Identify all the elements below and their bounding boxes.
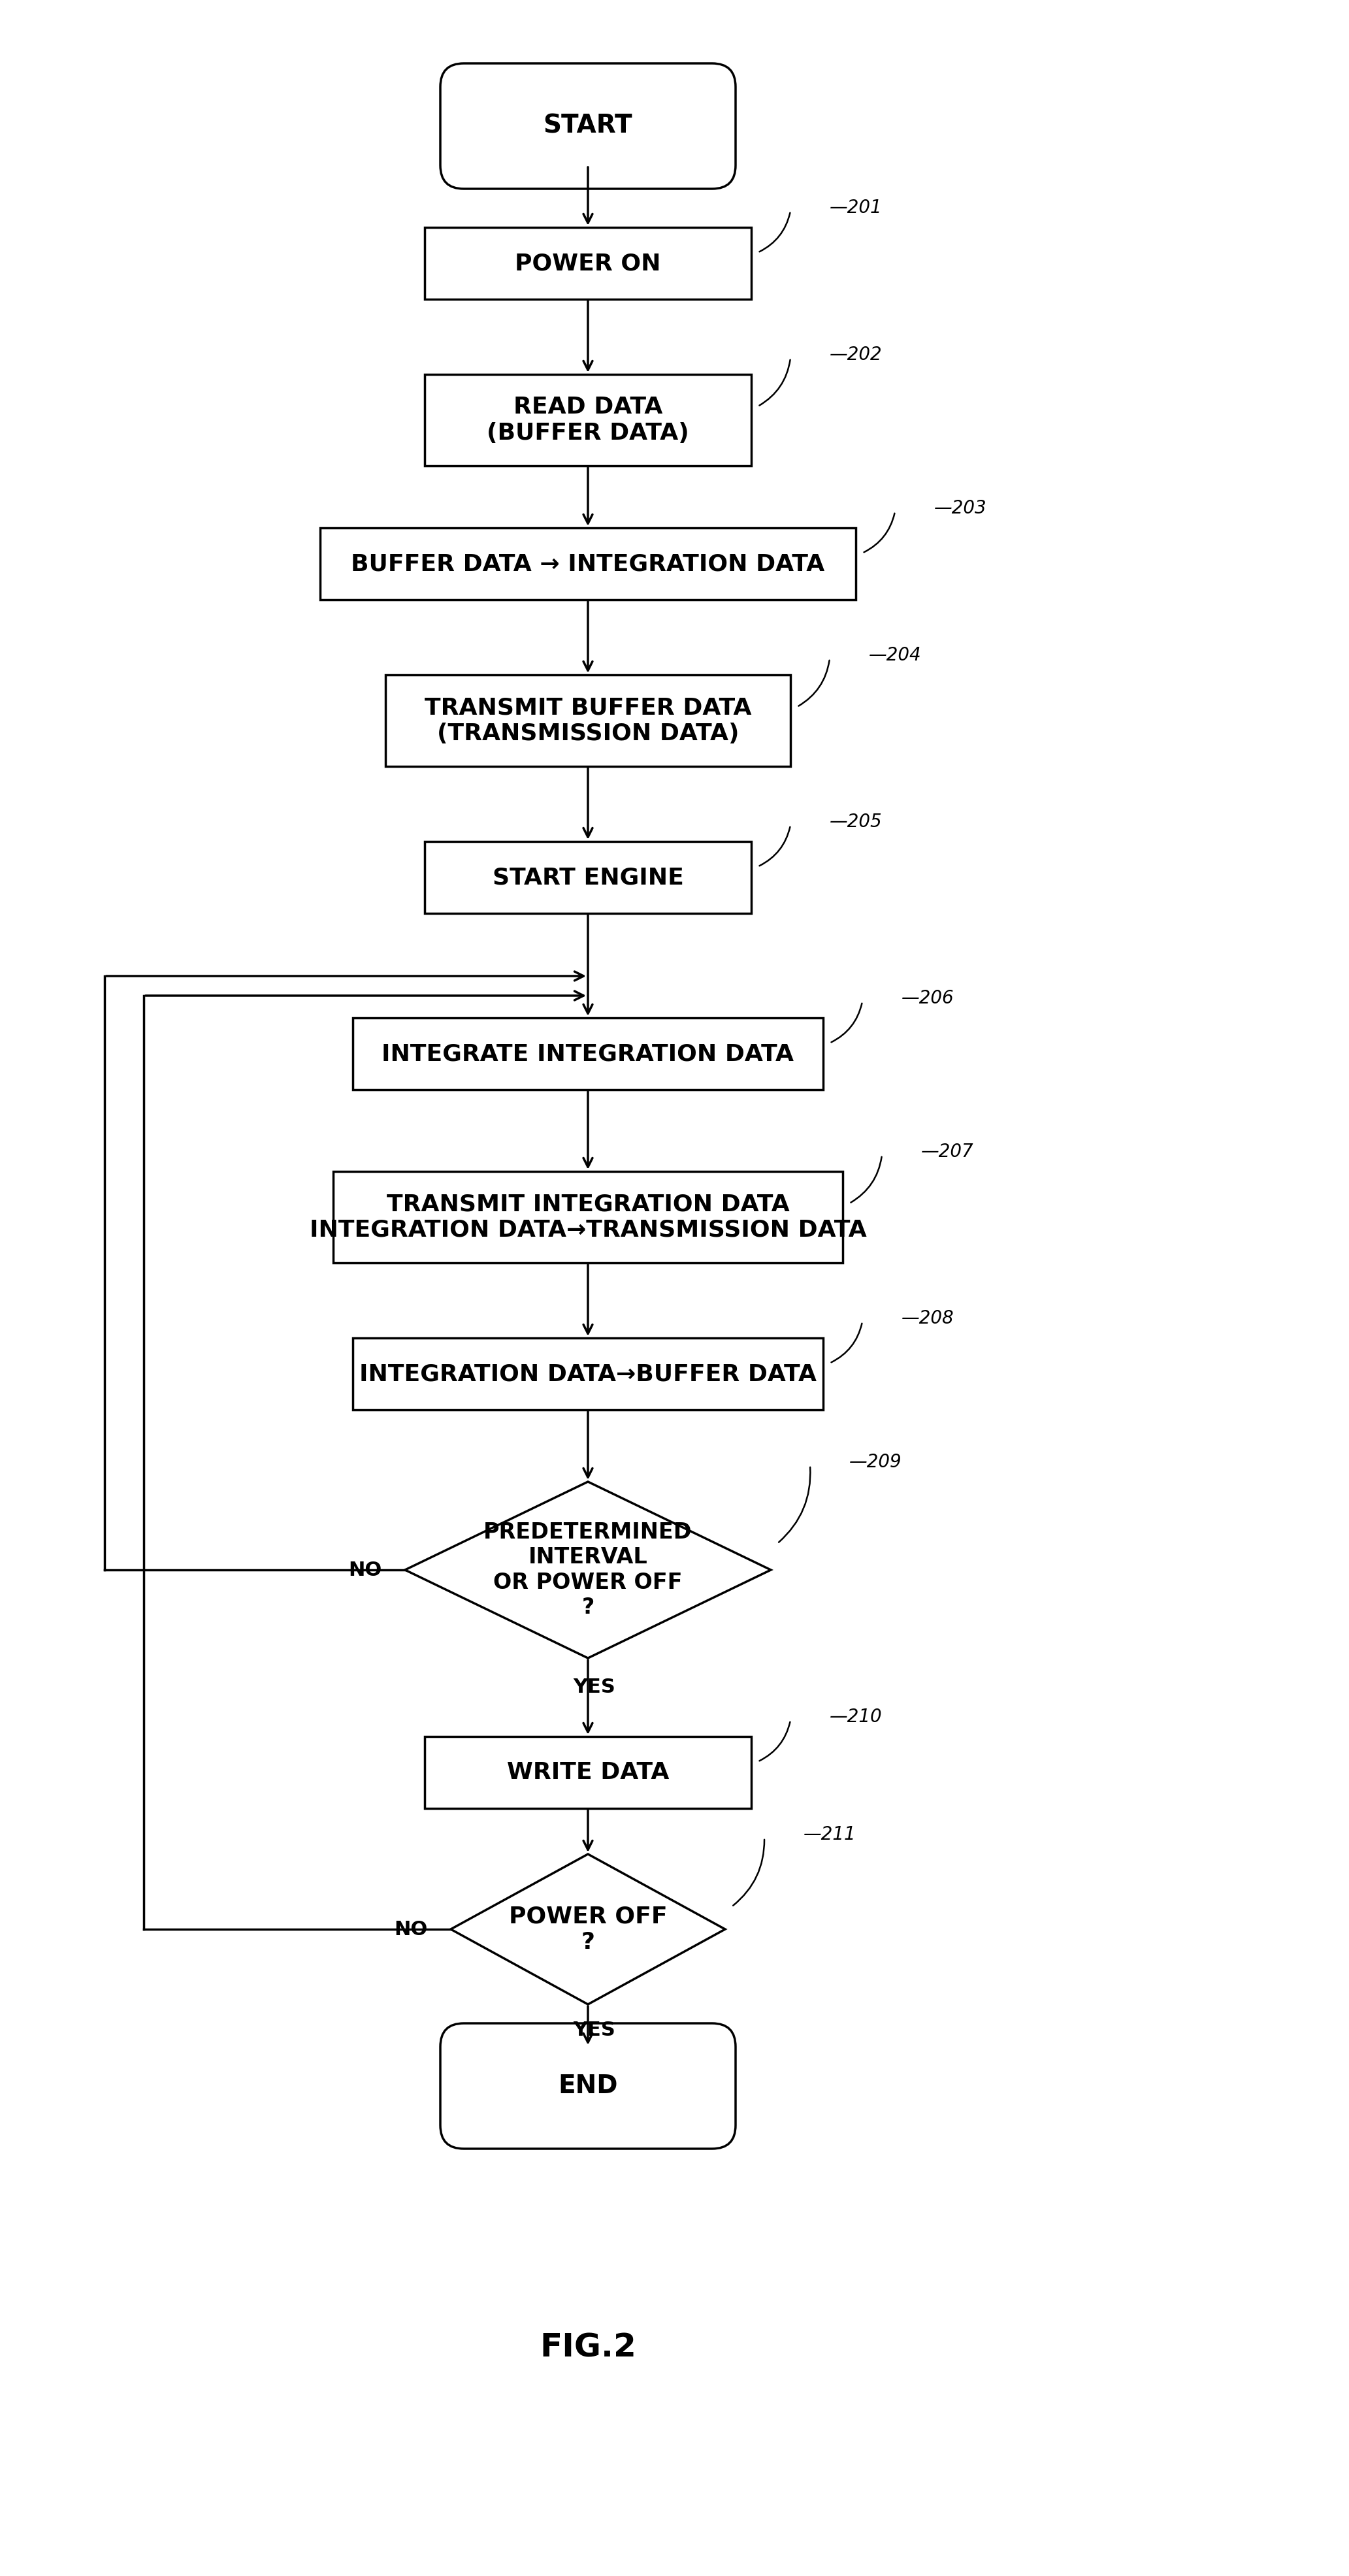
Text: —205: —205 [830,811,882,832]
Text: —210: —210 [830,1708,882,1726]
Text: —203: —203 [934,500,987,518]
Text: BUFFER DATA → INTEGRATION DATA: BUFFER DATA → INTEGRATION DATA [351,554,824,574]
Text: —207: —207 [921,1144,974,1162]
Text: —211: —211 [804,1826,857,1844]
Text: —209: —209 [850,1453,902,1471]
Bar [320,528,855,600]
Bar [425,842,751,914]
Text: TRANSMIT BUFFER DATA
(TRANSMISSION DATA): TRANSMIT BUFFER DATA (TRANSMISSION DATA) [425,696,751,744]
Text: POWER OFF
?: POWER OFF ? [509,1906,668,1953]
Bar [425,1736,751,1808]
Text: WRITE DATA: WRITE DATA [507,1762,669,1783]
Bar [425,227,751,299]
Text: —202: —202 [830,345,882,363]
Text: YES: YES [573,1677,615,1698]
Text: INTEGRATE INTEGRATION DATA: INTEGRATE INTEGRATION DATA [382,1043,795,1064]
Text: YES: YES [573,2020,615,2040]
Text: FIG.2: FIG.2 [540,2331,637,2362]
Text: NO: NO [394,1919,428,1940]
Text: —204: —204 [869,647,921,665]
Bar [333,1172,843,1262]
Text: START ENGINE: START ENGINE [492,866,684,889]
Text: END: END [558,2074,618,2099]
Text: START: START [544,113,633,139]
FancyBboxPatch shape [440,64,735,188]
Bar [353,1018,823,1090]
Text: POWER ON: POWER ON [515,252,661,276]
Text: —206: —206 [901,989,954,1007]
Bar [353,1337,823,1409]
Bar [425,374,751,466]
Text: INTEGRATION DATA→BUFFER DATA: INTEGRATION DATA→BUFFER DATA [359,1363,816,1386]
Text: PREDETERMINED
INTERVAL
OR POWER OFF
?: PREDETERMINED INTERVAL OR POWER OFF ? [483,1522,692,1618]
Polygon shape [451,1855,726,2004]
Text: READ DATA
(BUFFER DATA): READ DATA (BUFFER DATA) [487,397,689,443]
Text: —208: —208 [901,1309,954,1327]
Text: NO: NO [348,1561,382,1579]
FancyBboxPatch shape [440,2022,735,2148]
Bar [386,675,791,765]
Polygon shape [405,1481,770,1659]
Text: —201: —201 [830,198,882,216]
Text: TRANSMIT INTEGRATION DATA
INTEGRATION DATA→TRANSMISSION DATA: TRANSMIT INTEGRATION DATA INTEGRATION DA… [309,1193,866,1242]
